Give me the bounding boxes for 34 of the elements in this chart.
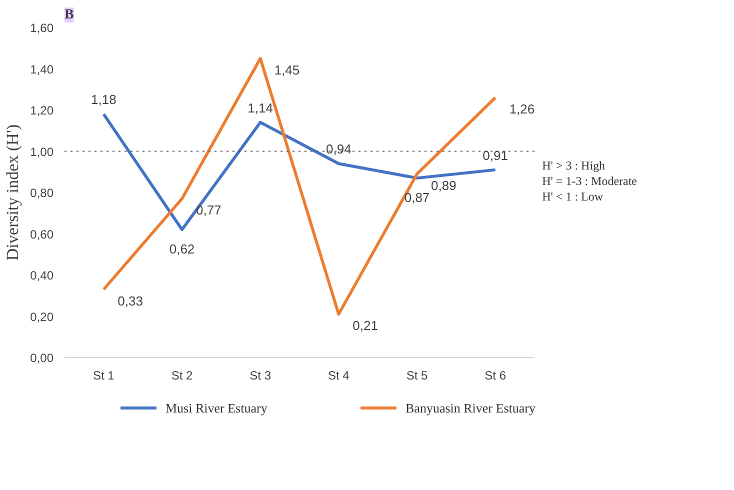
text: H' < 1 : Low — [542, 190, 604, 204]
data-label: 0,77 — [196, 202, 222, 218]
y-tick-label: 0,40 — [30, 268, 54, 282]
y-axis-title: Diversity index (H') — [3, 124, 22, 261]
data-label: 0,62 — [169, 242, 195, 257]
text: B — [64, 8, 74, 22]
text: H' = 1-3 : Moderate — [542, 174, 638, 188]
data-label: 0,91 — [482, 148, 508, 163]
y-tick-label: 0,80 — [30, 186, 54, 200]
y-tick-label: 0,20 — [30, 310, 54, 324]
y-tick-label: 0,00 — [30, 351, 54, 365]
data-label: 1,14 — [248, 100, 273, 116]
y-tick-label: 0,60 — [30, 227, 54, 242]
x-tick-label: St 6 — [484, 368, 506, 382]
text: H' > 3 : High — [542, 158, 606, 173]
legend-label: Banyuasin River Estuary — [406, 400, 536, 416]
data-label: 0,94 — [326, 142, 352, 157]
data-label: 0,33 — [118, 293, 143, 308]
data-label: 0,89 — [431, 178, 456, 193]
y-tick-label: 1,60 — [30, 21, 54, 35]
legend-label: Musi River Estuary — [166, 400, 268, 416]
x-tick-label: St 5 — [406, 368, 428, 382]
data-label: 1,45 — [274, 62, 300, 78]
x-tick-label: St 1 — [92, 368, 115, 382]
x-tick-label: St 2 — [171, 368, 193, 382]
y-tick-label: 1,40 — [30, 62, 54, 76]
y-tick-label: 1,00 — [30, 144, 54, 159]
x-tick-label: St 3 — [250, 368, 272, 382]
data-label: 0,87 — [404, 190, 430, 206]
data-label: 1,18 — [91, 92, 116, 108]
y-tick-label: 1,20 — [30, 104, 54, 118]
data-label: 1,26 — [509, 102, 535, 117]
data-label: 0,21 — [352, 318, 378, 334]
x-tick-label: St 4 — [328, 368, 350, 382]
